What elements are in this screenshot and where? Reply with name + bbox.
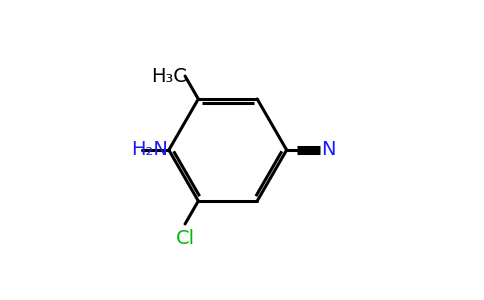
Text: H₂N: H₂N — [131, 140, 167, 160]
Text: Cl: Cl — [176, 229, 195, 248]
Text: N: N — [321, 140, 336, 160]
Text: H₃C: H₃C — [151, 67, 187, 85]
